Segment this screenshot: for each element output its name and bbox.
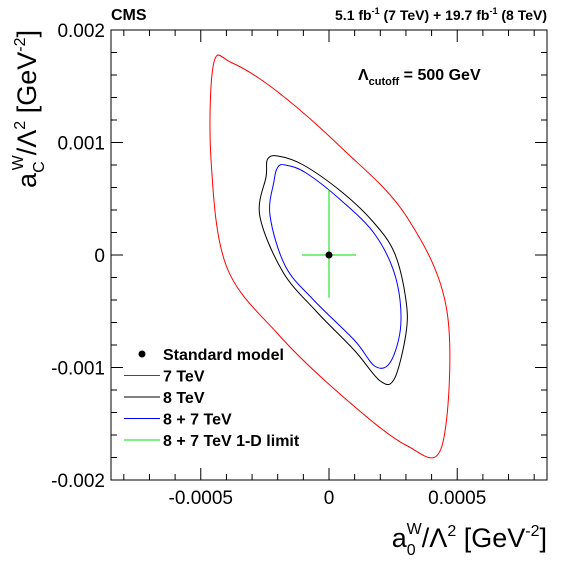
y-tick-label: 0 [94, 246, 105, 267]
legend-marker [138, 350, 146, 358]
experiment-label: CMS [111, 7, 147, 24]
standard-model-point [325, 251, 333, 259]
cutoff-annotation: Λcutoff = 500 GeV [358, 67, 481, 88]
x-tick-label: 0.0005 [428, 488, 486, 509]
y-tick-label: 0.001 [57, 134, 105, 155]
y-tick-label: -0.002 [51, 471, 105, 492]
legend: Standard model 7 TeV 8 TeV 8 + 7 TeV 8 + 7 T… [124, 347, 300, 450]
series-layer [209, 54, 451, 459]
legend-label: Standard model [163, 347, 284, 364]
y-tick-label: -0.001 [51, 359, 105, 380]
legend-label: 8 + 7 TeV [163, 412, 232, 429]
y-tick-label: 0.002 [57, 21, 105, 42]
contour-8-tev [258, 155, 408, 386]
luminosity-label: 5.1 fb-1 (7 TeV) + 19.7 fb-1 (8 TeV) [335, 6, 547, 23]
x-tick-label: 0 [324, 488, 335, 509]
contour-8-7-tev [269, 164, 402, 369]
legend-label: 7 TeV [163, 369, 205, 386]
y-axis-title: aCW/Λ2 [GeV-2] [10, 30, 48, 188]
contour-7-tev [209, 54, 451, 459]
legend-label: 8 TeV [163, 390, 205, 407]
x-tick-label: -0.0005 [169, 488, 233, 509]
x-axis-title: a0W/Λ2 [GeV-2] [392, 521, 547, 559]
legend-label: 8 + 7 TeV 1-D limit [163, 433, 300, 450]
ticks-layer: -0.0005 0 0.0005 0.002 0.001 0 -0.001 -0.002 [51, 21, 547, 509]
